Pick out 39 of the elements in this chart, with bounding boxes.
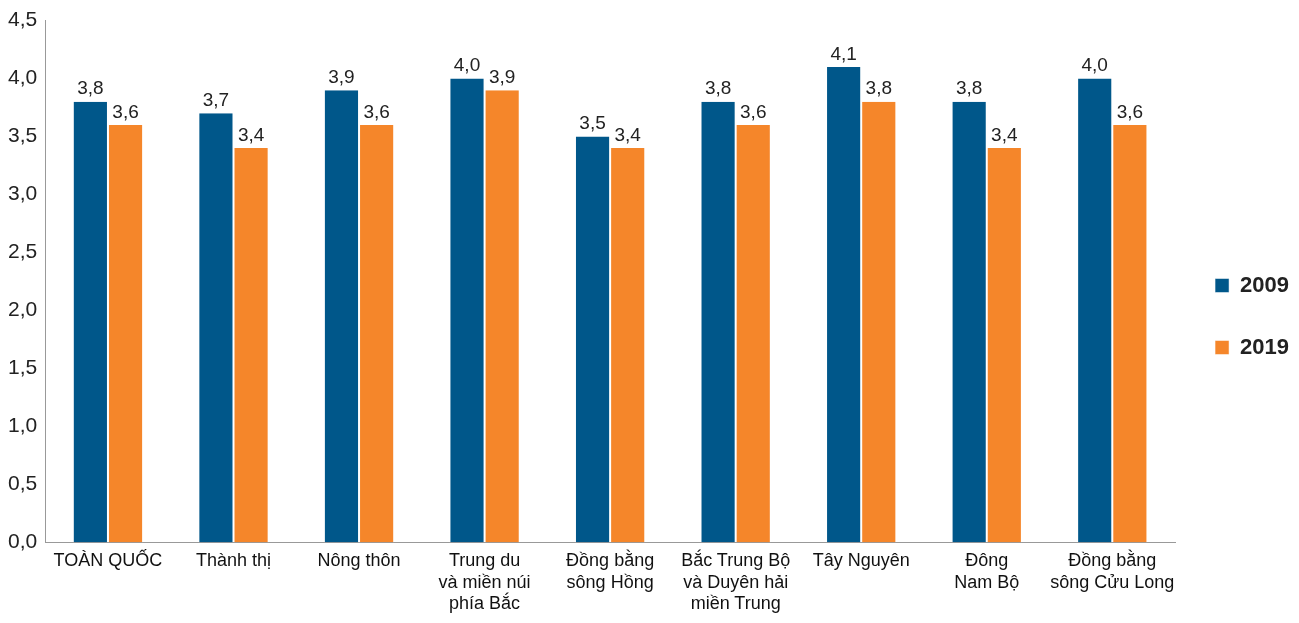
- data-label: 3,9: [488, 65, 516, 87]
- data-label: 3,6: [112, 100, 139, 122]
- data-label: 3,4: [614, 123, 642, 145]
- x-tick-label: TOÀN QUỐC: [53, 548, 163, 570]
- data-label: 3,4: [991, 123, 1018, 145]
- y-tick-label: 3,5: [7, 123, 38, 147]
- y-tick-label: 0,5: [7, 471, 38, 495]
- y-tick-label: 2,5: [7, 239, 38, 263]
- data-label: 3,8: [704, 77, 732, 99]
- data-label: 4,0: [453, 54, 481, 76]
- x-tick-label: Nông thôn: [317, 549, 401, 570]
- y-tick-label: 0,0: [7, 529, 38, 552]
- legend-label: 2019: [1240, 333, 1290, 359]
- data-label: 3,9: [328, 65, 355, 87]
- x-tick-label: Đồng bằng sông Cửu Long: [1050, 548, 1175, 592]
- x-tick-label: Trung du và miền núi phía Bắc: [438, 549, 531, 614]
- x-tick-label: Đông Nam Bộ: [954, 549, 1020, 592]
- data-label: 3,7: [202, 89, 230, 111]
- y-tick-label: 1,0: [7, 413, 38, 437]
- x-tick-label: Bắc Trung Bộ và Duyên hải miền Trung: [681, 548, 791, 614]
- y-tick-label: 3,0: [7, 181, 38, 205]
- data-label: 3,5: [579, 112, 606, 134]
- data-label: 4,1: [830, 42, 857, 64]
- data-label: 3,6: [740, 100, 767, 122]
- data-label: 3,6: [1116, 100, 1144, 122]
- y-tick-label: 4,5: [7, 7, 38, 31]
- data-label: 3,8: [865, 77, 892, 99]
- data-label: 3,6: [363, 100, 390, 122]
- data-label: 3,4: [237, 123, 265, 145]
- y-tick-label: 1,5: [7, 355, 38, 379]
- x-tick-label: Đồng bằng sông Hồng: [566, 548, 655, 592]
- x-tick-label: Tây Nguyên: [812, 549, 910, 570]
- x-tick-label: Thành thị: [195, 549, 272, 570]
- y-tick-label: 4,0: [7, 65, 38, 89]
- data-label: 3,8: [955, 77, 983, 99]
- y-tick-label: 2,0: [7, 297, 38, 321]
- legend-label: 2009: [1240, 271, 1290, 297]
- data-label: 3,8: [77, 77, 104, 99]
- data-label: 4,0: [1081, 54, 1108, 76]
